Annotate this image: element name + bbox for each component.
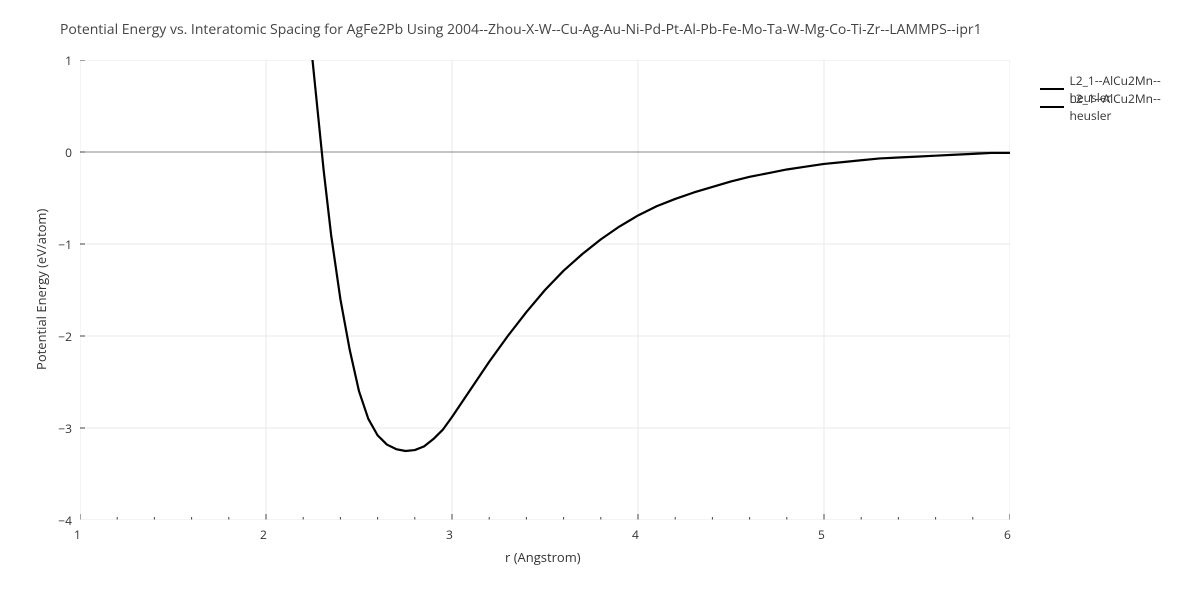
y-tick-label: 1: [65, 52, 72, 69]
legend-swatch: [1040, 106, 1064, 108]
x-tick-label: 5: [818, 526, 825, 543]
y-tick-label: 0: [65, 144, 72, 161]
x-tick-label: 2: [260, 526, 267, 543]
y-axis-label: Potential Energy (eV/atom): [32, 209, 50, 370]
y-tick-label: −1: [58, 236, 72, 253]
x-tick-label: 1: [74, 526, 81, 543]
x-axis-label: r (Angstrom): [505, 548, 581, 566]
x-tick-label: 3: [446, 526, 453, 543]
y-tick-label: −3: [58, 420, 72, 437]
chart-container: Potential Energy vs. Interatomic Spacing…: [0, 0, 1200, 600]
chart-title: Potential Energy vs. Interatomic Spacing…: [60, 20, 982, 39]
plot-area: [80, 60, 1010, 520]
y-tick-label: −2: [58, 328, 72, 345]
x-tick-label: 4: [632, 526, 639, 543]
legend-swatch: [1040, 88, 1064, 90]
x-tick-label: 6: [1004, 526, 1011, 543]
y-tick-label: −4: [58, 512, 72, 529]
legend: L2_1--AlCu2Mn--heuslerL2_1--AlCu2Mn--heu…: [1040, 80, 1200, 116]
legend-item[interactable]: L2_1--AlCu2Mn--heusler: [1040, 98, 1200, 116]
legend-label: L2_1--AlCu2Mn--heusler: [1070, 90, 1200, 124]
